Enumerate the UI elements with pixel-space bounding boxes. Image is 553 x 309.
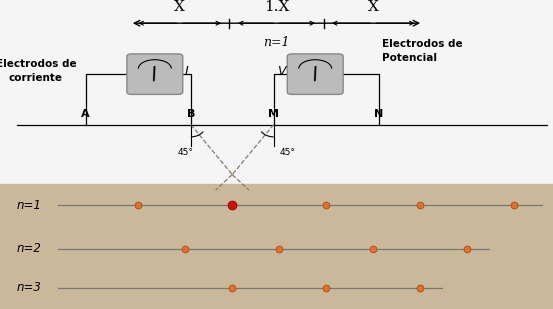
Bar (0, 0, 553, 184)
Text: A: A (81, 109, 90, 119)
Text: 1.X: 1.X (264, 0, 289, 14)
Text: n=1: n=1 (263, 36, 290, 49)
FancyBboxPatch shape (288, 54, 343, 94)
Text: M: M (268, 109, 279, 119)
Text: X: X (174, 0, 185, 14)
Text: 45°: 45° (178, 148, 193, 157)
Text: Electrodos de
corriente: Electrodos de corriente (0, 59, 76, 83)
Text: /: / (149, 65, 160, 84)
Text: /: / (310, 65, 321, 84)
Text: Electrodos de
Potencial: Electrodos de Potencial (382, 39, 462, 63)
Text: 45°: 45° (280, 148, 295, 157)
Text: X: X (368, 0, 379, 14)
Text: I: I (185, 65, 189, 78)
Text: B: B (186, 109, 195, 119)
Text: n=2: n=2 (17, 242, 41, 255)
Text: n=3: n=3 (17, 281, 41, 294)
FancyBboxPatch shape (127, 54, 182, 94)
Text: V: V (276, 65, 285, 78)
Bar (0, 184, 553, 309)
Text: N: N (374, 109, 383, 119)
Text: n=1: n=1 (17, 199, 41, 212)
